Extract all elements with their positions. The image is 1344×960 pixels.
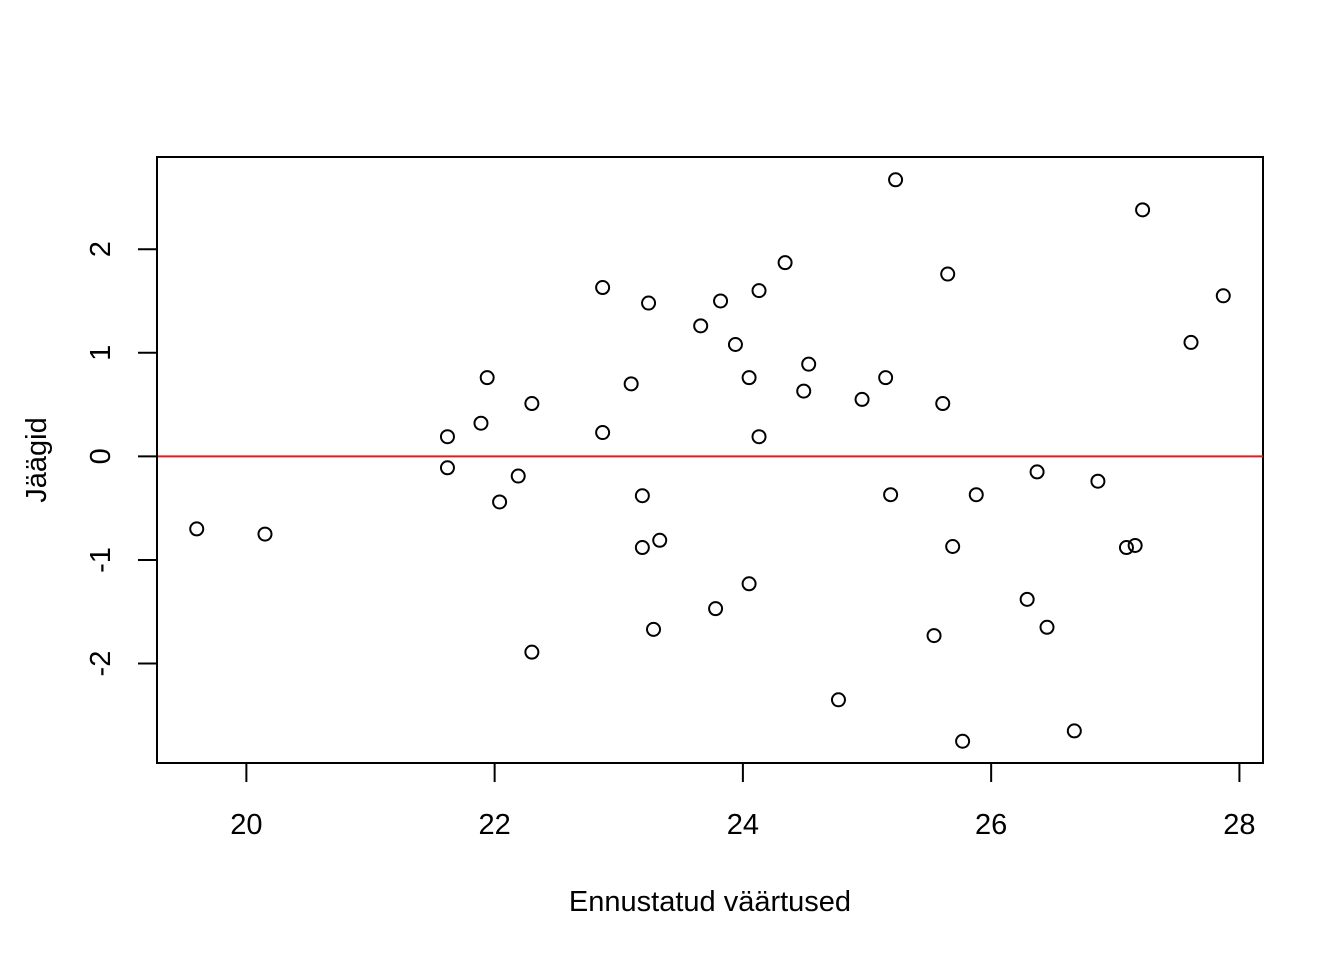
- data-point: [751, 429, 767, 445]
- data-point: [473, 415, 489, 431]
- data-point: [479, 370, 495, 386]
- data-point: [634, 540, 650, 556]
- data-point: [1019, 591, 1035, 607]
- data-point: [751, 283, 767, 299]
- data-point: [439, 460, 455, 476]
- data-point: [878, 370, 894, 386]
- plot-frame: [156, 156, 1264, 764]
- data-point: [796, 383, 812, 399]
- data-point: [693, 318, 709, 334]
- y-tick-label: -2: [85, 651, 117, 677]
- data-point: [727, 336, 743, 352]
- data-point: [955, 733, 971, 749]
- data-points: [189, 172, 1231, 749]
- data-point: [926, 628, 942, 644]
- x-tick-label: 22: [479, 809, 511, 841]
- x-axis: 20 22 24 26 28: [230, 762, 1256, 841]
- data-point: [623, 376, 639, 392]
- data-point: [741, 576, 757, 592]
- data-point: [257, 526, 273, 542]
- y-tick-label: 0: [85, 448, 117, 464]
- data-point: [1039, 619, 1055, 635]
- data-point: [492, 494, 508, 510]
- data-point: [801, 356, 817, 372]
- data-point: [713, 293, 729, 309]
- data-point: [888, 172, 904, 188]
- data-point: [854, 391, 870, 407]
- data-point: [652, 532, 668, 548]
- data-point: [883, 487, 899, 503]
- data-point: [595, 425, 611, 441]
- data-point: [1118, 540, 1134, 556]
- data-point: [1183, 334, 1199, 350]
- data-point: [741, 370, 757, 386]
- data-point: [708, 601, 724, 617]
- data-point: [1029, 464, 1045, 480]
- data-point: [439, 429, 455, 445]
- data-point: [1090, 473, 1106, 489]
- data-point: [510, 468, 526, 484]
- x-tick-label: 24: [727, 809, 759, 841]
- data-point: [940, 266, 956, 282]
- data-point: [595, 280, 611, 296]
- data-point: [1066, 723, 1082, 739]
- x-tick-label: 28: [1223, 809, 1255, 841]
- data-point: [1127, 537, 1143, 553]
- data-point: [777, 255, 793, 271]
- data-point: [935, 396, 951, 412]
- data-point: [524, 396, 540, 412]
- x-axis-title: Ennustatud väärtused: [569, 886, 851, 918]
- data-point: [646, 621, 662, 637]
- y-tick-label: 2: [85, 241, 117, 257]
- y-axis: -2 -1 0 1 2: [85, 241, 158, 677]
- data-point: [1215, 288, 1231, 304]
- data-point: [189, 521, 205, 537]
- data-point: [524, 644, 540, 660]
- data-point: [634, 488, 650, 504]
- y-tick-label: -1: [85, 547, 117, 573]
- x-tick-label: 20: [230, 809, 262, 841]
- data-point: [1135, 202, 1151, 218]
- y-tick-label: 1: [85, 345, 117, 361]
- x-tick-label: 26: [975, 809, 1007, 841]
- data-point: [830, 692, 846, 708]
- data-point: [945, 538, 961, 554]
- y-axis-title: Jäägid: [21, 417, 53, 502]
- data-point: [641, 295, 657, 311]
- data-point: [968, 487, 984, 503]
